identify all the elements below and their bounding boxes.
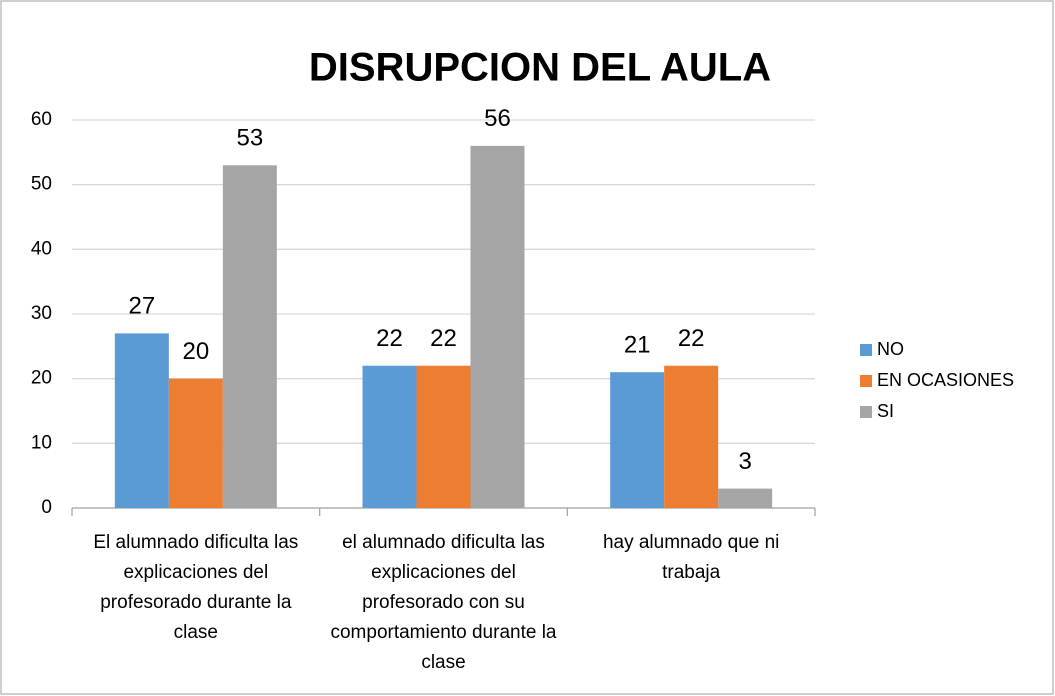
y-tick-label: 60 [31, 109, 52, 130]
legend-label: NO [877, 339, 904, 359]
data-label: 56 [484, 105, 511, 132]
data-label: 3 [738, 448, 751, 475]
bar [416, 365, 471, 508]
y-tick-label: 40 [31, 238, 52, 259]
x-tick-label-line: el alumnado dificulta las [342, 532, 545, 553]
data-label: 22 [376, 325, 403, 352]
bar [222, 165, 277, 508]
legend-swatch [860, 344, 872, 356]
y-tick-label: 20 [31, 368, 52, 389]
y-tick-label: 10 [31, 432, 52, 453]
data-label: 22 [678, 325, 705, 352]
data-label: 53 [236, 125, 263, 152]
legend-swatch [860, 375, 872, 387]
data-label: 21 [624, 332, 651, 359]
x-tick-label-line: hay alumnado que ni [603, 532, 779, 553]
legend-label: SI [877, 401, 894, 421]
y-tick-label: 0 [41, 497, 52, 518]
legend-swatch [860, 406, 872, 418]
y-tick-label: 30 [31, 303, 52, 324]
data-label: 27 [128, 293, 155, 320]
bar [114, 333, 169, 508]
data-label: 20 [182, 338, 209, 365]
x-tick-label-line: profesorado durante la [100, 592, 292, 613]
x-tick-label-line: trabaja [662, 562, 721, 583]
y-tick-label: 50 [31, 174, 52, 195]
x-tick-label-line: comportamiento durante la [330, 622, 556, 643]
bar [470, 145, 525, 508]
data-label: 22 [430, 325, 457, 352]
x-tick-label-line: explicaciones del [371, 562, 516, 583]
x-tick-label-line: explicaciones del [123, 562, 268, 583]
x-tick-label-line: profesorado con su [362, 592, 525, 613]
bar [664, 365, 719, 508]
x-tick-label: el alumnado dificulta las explicaciones d… [330, 532, 556, 673]
x-tick-label: hay alumnado que ni trabaja [603, 532, 779, 583]
legend-label: EN OCASIONES [877, 370, 1014, 390]
x-tick-label-line: El alumnado dificulta las [93, 532, 298, 553]
x-tick-label-line: clase [174, 622, 218, 643]
bar [168, 378, 223, 508]
chart-title: DISRUPCION DEL AULA [309, 46, 771, 90]
x-tick-label-line: clase [421, 652, 465, 673]
bar [362, 365, 417, 508]
bar [610, 372, 665, 508]
bar [718, 488, 773, 508]
x-tick-label: El alumnado dificulta las explicaciones d… [93, 532, 298, 643]
